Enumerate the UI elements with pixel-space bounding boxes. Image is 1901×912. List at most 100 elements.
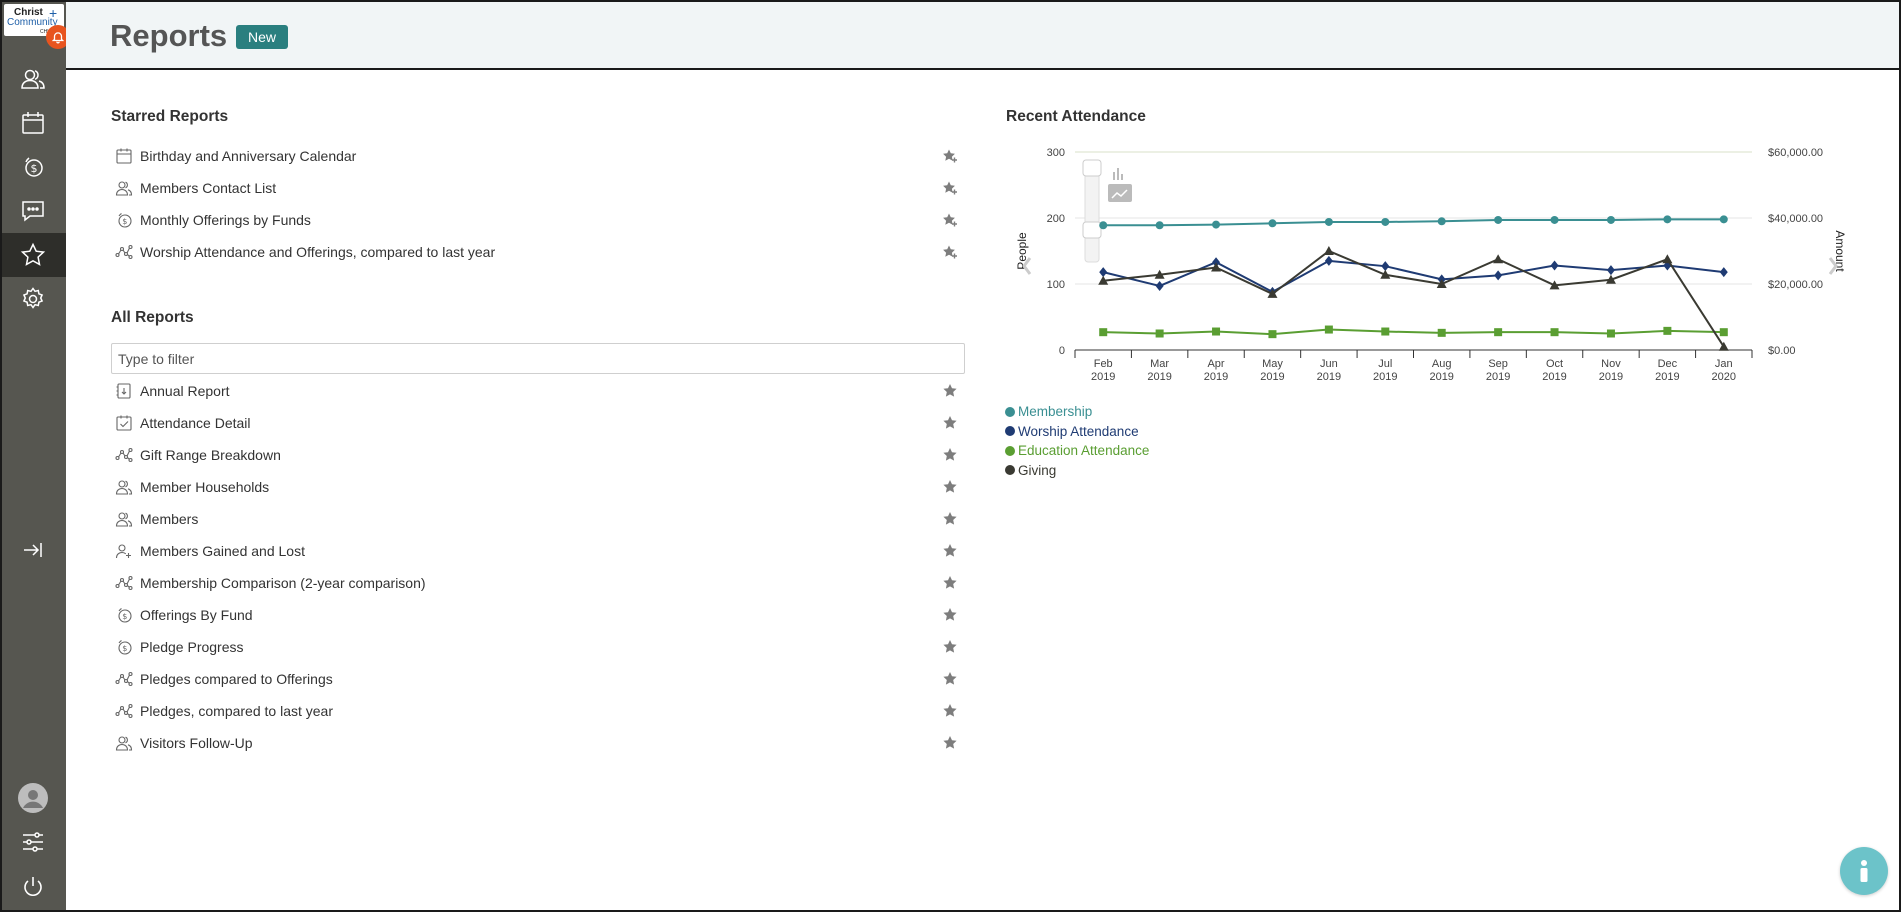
report-label[interactable]: Pledges, compared to last year — [140, 703, 333, 719]
data-point — [1155, 280, 1164, 291]
report-label[interactable]: Membership Comparison (2-year comparison… — [140, 575, 426, 591]
chart-line-icon — [114, 242, 134, 262]
legend-item[interactable]: Worship Attendance — [1005, 422, 1149, 442]
report-row[interactable]: $ Pledge Progress — [114, 631, 958, 663]
report-label[interactable]: Pledge Progress — [140, 639, 244, 655]
report-label[interactable]: Members Gained and Lost — [140, 543, 305, 559]
chat-icon — [22, 201, 44, 222]
report-label[interactable]: Members — [140, 511, 199, 527]
report-row[interactable]: Members — [114, 503, 958, 535]
unstar-icon[interactable] — [942, 180, 958, 196]
dollar-icon: $ — [25, 157, 43, 177]
series-line — [1103, 249, 1725, 348]
people-icon — [21, 69, 45, 89]
x-tick-label: 2019 — [1655, 371, 1679, 383]
x-tick-label: 2019 — [1260, 371, 1284, 383]
report-row[interactable]: Attendance Detail — [114, 407, 958, 439]
bar-chart-icon — [1113, 168, 1123, 180]
report-row[interactable]: Member Households — [114, 471, 958, 503]
report-filter-input[interactable] — [111, 343, 965, 374]
starred-report-row[interactable]: Members Contact List — [114, 172, 958, 204]
report-row[interactable]: Pledges compared to Offerings — [114, 663, 958, 695]
starred-report-row[interactable]: $ Monthly Offerings by Funds — [114, 204, 958, 236]
unstar-icon[interactable] — [942, 148, 958, 164]
nav-giving[interactable]: $ — [0, 145, 66, 189]
unstar-icon[interactable] — [942, 244, 958, 260]
nav-settings[interactable] — [0, 277, 66, 321]
report-label[interactable]: Attendance Detail — [140, 415, 251, 431]
data-point — [1718, 341, 1729, 351]
star-icon[interactable] — [942, 383, 958, 399]
report-label[interactable]: Visitors Follow-Up — [140, 735, 253, 751]
starred-report-label[interactable]: Members Contact List — [140, 180, 277, 196]
x-tick-label: Sep — [1488, 358, 1508, 370]
starred-report-row[interactable]: Worship Attendance and Offerings, compar… — [114, 236, 958, 268]
info-icon — [1860, 860, 1868, 882]
star-icon[interactable] — [942, 671, 958, 687]
legend-item[interactable]: Membership — [1005, 402, 1149, 422]
people-icon — [114, 509, 134, 529]
data-point — [1099, 267, 1108, 278]
report-label[interactable]: Annual Report — [140, 383, 230, 399]
report-row[interactable]: Pledges, compared to last year — [114, 695, 958, 727]
legend-label: Education Attendance — [1018, 443, 1150, 459]
data-point — [1494, 215, 1503, 224]
attendance-chart: 0 100 200 300 $0.00 $20,000.00 $40,000.00 $60,0… — [1000, 136, 1880, 396]
report-row[interactable]: Members Gained and Lost — [114, 535, 958, 567]
star-icon[interactable] — [942, 447, 958, 463]
star-icon[interactable] — [942, 479, 958, 495]
data-point — [1098, 275, 1109, 285]
gear-icon — [22, 287, 44, 309]
y2-tick-label: $60,000.00 — [1768, 147, 1823, 159]
report-label[interactable]: Member Households — [140, 479, 270, 495]
star-icon[interactable] — [942, 415, 958, 431]
report-row[interactable]: Annual Report — [114, 375, 958, 407]
star-icon[interactable] — [942, 607, 958, 623]
unstar-icon[interactable] — [942, 212, 958, 228]
nav-preferences[interactable] — [0, 820, 66, 864]
zoom-in-button — [1082, 159, 1102, 177]
legend-marker — [1005, 426, 1015, 437]
report-row[interactable]: Membership Comparison (2-year comparison… — [114, 567, 958, 599]
data-point — [1437, 328, 1446, 337]
x-tick-label: 2019 — [1429, 371, 1453, 383]
star-icon[interactable] — [942, 639, 958, 655]
x-tick-label: 2019 — [1373, 371, 1397, 383]
report-label[interactable]: Gift Range Breakdown — [140, 447, 281, 463]
star-icon[interactable] — [942, 543, 958, 559]
starred-report-label[interactable]: Birthday and Anniversary Calendar — [140, 148, 357, 164]
star-icon[interactable] — [942, 511, 958, 527]
nav-messages[interactable] — [0, 189, 66, 233]
report-row[interactable]: Visitors Follow-Up — [114, 727, 958, 759]
x-tick-label: Jul — [1378, 358, 1392, 370]
logout-button[interactable] — [0, 865, 66, 909]
starred-report-row[interactable]: Birthday and Anniversary Calendar — [114, 140, 958, 172]
data-point — [1381, 217, 1390, 226]
data-point — [1550, 260, 1559, 271]
data-point — [1606, 215, 1615, 224]
info-button[interactable] — [1840, 847, 1888, 895]
legend-item[interactable]: Giving — [1005, 461, 1149, 481]
nav-calendar[interactable] — [0, 101, 66, 145]
report-label[interactable]: Offerings By Fund — [140, 607, 253, 623]
church-logo[interactable]: Christ Community CHURCH + — [4, 4, 64, 36]
collapse-sidebar-button[interactable] — [0, 528, 66, 572]
report-label[interactable]: Pledges compared to Offerings — [140, 671, 333, 687]
star-icon[interactable] — [942, 575, 958, 591]
star-icon[interactable] — [942, 703, 958, 719]
dollar-icon: $ — [114, 637, 134, 657]
report-row[interactable]: Gift Range Breakdown — [114, 439, 958, 471]
data-point — [1549, 280, 1560, 290]
nav-reports[interactable] — [0, 233, 66, 277]
user-avatar[interactable] — [0, 776, 66, 820]
star-icon[interactable] — [942, 735, 958, 751]
data-point — [1381, 261, 1390, 272]
starred-report-label[interactable]: Monthly Offerings by Funds — [140, 212, 311, 228]
data-point — [1212, 220, 1221, 229]
data-point — [1323, 246, 1334, 255]
new-report-button[interactable]: New — [236, 25, 289, 49]
starred-report-label[interactable]: Worship Attendance and Offerings, compar… — [140, 244, 496, 260]
report-row[interactable]: $ Offerings By Fund — [114, 599, 958, 631]
legend-item[interactable]: Education Attendance — [1005, 441, 1149, 461]
nav-people[interactable] — [0, 57, 66, 101]
